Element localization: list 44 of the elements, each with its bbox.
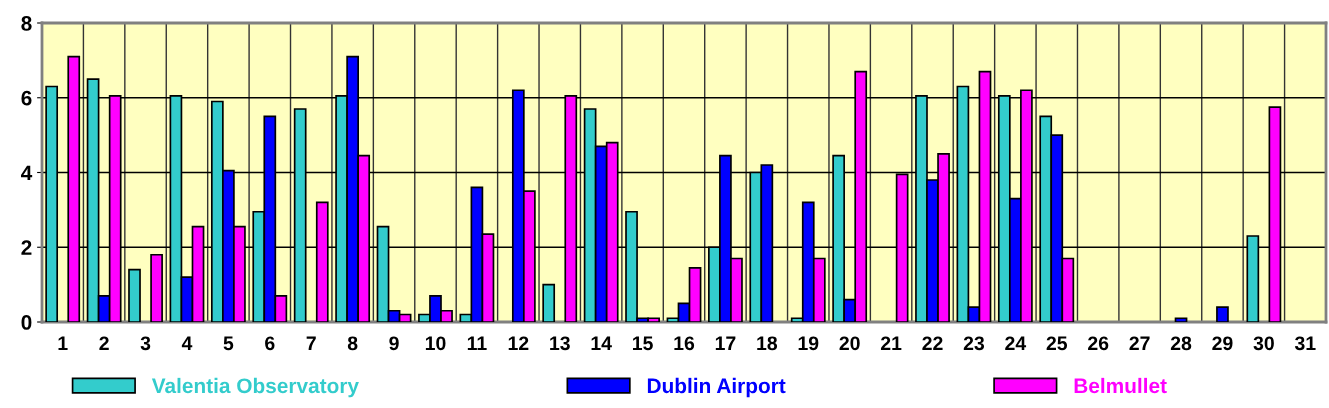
bar xyxy=(542,283,556,322)
y-tick-label: 8 xyxy=(21,16,32,31)
x-tick-label: 28 xyxy=(1170,336,1192,351)
x-tick-label: 2 xyxy=(99,336,109,350)
legend-label: Valentia Observatory xyxy=(151,377,359,398)
x-tick-label: 16 xyxy=(674,336,695,351)
x-tick-label: 25 xyxy=(1046,336,1068,351)
legend-label: Dublin Airport xyxy=(647,377,786,398)
y-tick-label: 0 xyxy=(21,315,32,330)
x-tick-label: 27 xyxy=(1129,336,1150,350)
x-tick-label: 9 xyxy=(389,336,399,351)
legend-label: Belmullet xyxy=(1074,377,1167,394)
x-tick-label: 1 xyxy=(58,336,68,350)
x-tick-label: 24 xyxy=(1005,336,1027,350)
x-tick-label: 13 xyxy=(550,336,570,351)
x-tick-label: 18 xyxy=(757,336,778,351)
x-tick-label: 12 xyxy=(508,336,529,350)
x-tick-label: 30 xyxy=(1253,336,1274,351)
x-tick-label: 31 xyxy=(1294,336,1316,351)
x-tick-label: 26 xyxy=(1088,336,1109,351)
x-tick-label: 7 xyxy=(306,336,316,350)
x-tick-label: 21 xyxy=(880,336,902,350)
x-tick-label: 5 xyxy=(223,336,234,351)
x-tick-label: 23 xyxy=(963,336,985,351)
x-tick-label: 4 xyxy=(181,336,193,350)
bar xyxy=(150,253,163,322)
x-tick-label: 20 xyxy=(839,336,860,351)
bar xyxy=(1216,306,1229,322)
y-tick-label: 2 xyxy=(21,240,32,255)
bar xyxy=(1174,317,1188,322)
x-tick-label: 3 xyxy=(140,336,151,351)
x-tick-label: 11 xyxy=(467,336,487,350)
x-tick-label: 6 xyxy=(265,336,275,351)
bar xyxy=(128,268,141,322)
y-tick-label: 4 xyxy=(21,165,33,181)
x-tick-label: 14 xyxy=(591,336,612,350)
x-tick-label: 17 xyxy=(715,336,736,350)
x-tick-label: 22 xyxy=(922,336,943,350)
x-tick-label: 10 xyxy=(425,336,446,351)
x-tick-label: 8 xyxy=(347,336,358,351)
y-tick-label: 6 xyxy=(21,90,32,106)
x-tick-label: 15 xyxy=(632,336,653,351)
x-tick-label: 29 xyxy=(1212,336,1233,351)
x-tick-label: 19 xyxy=(798,336,819,351)
